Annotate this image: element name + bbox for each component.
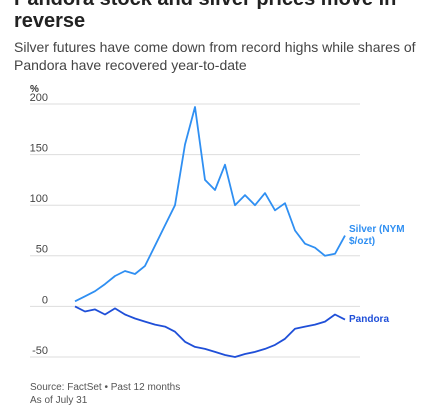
y-tick-label: 200 bbox=[30, 92, 48, 104]
y-axis-label: % bbox=[30, 84, 39, 95]
series-line bbox=[74, 305, 346, 358]
chart-title: Pandora stock and silver prices move in … bbox=[14, 0, 396, 32]
series-label: Pandora bbox=[349, 313, 390, 325]
source: Source: FactSet • Past 12 months bbox=[30, 382, 181, 393]
y-tick-label: 150 bbox=[30, 143, 48, 155]
y-tick-label: 100 bbox=[30, 193, 48, 205]
chart-subtitle: Silver futures have come down from recor… bbox=[14, 39, 416, 73]
y-tick-label: 0 bbox=[42, 294, 48, 306]
y-tick-label: 50 bbox=[36, 244, 48, 256]
series-label: Silver (NYM $/ozt) bbox=[349, 223, 405, 247]
series-line bbox=[74, 106, 346, 303]
y-tick-label: -50 bbox=[32, 345, 48, 357]
note: As of July 31 bbox=[30, 395, 88, 406]
